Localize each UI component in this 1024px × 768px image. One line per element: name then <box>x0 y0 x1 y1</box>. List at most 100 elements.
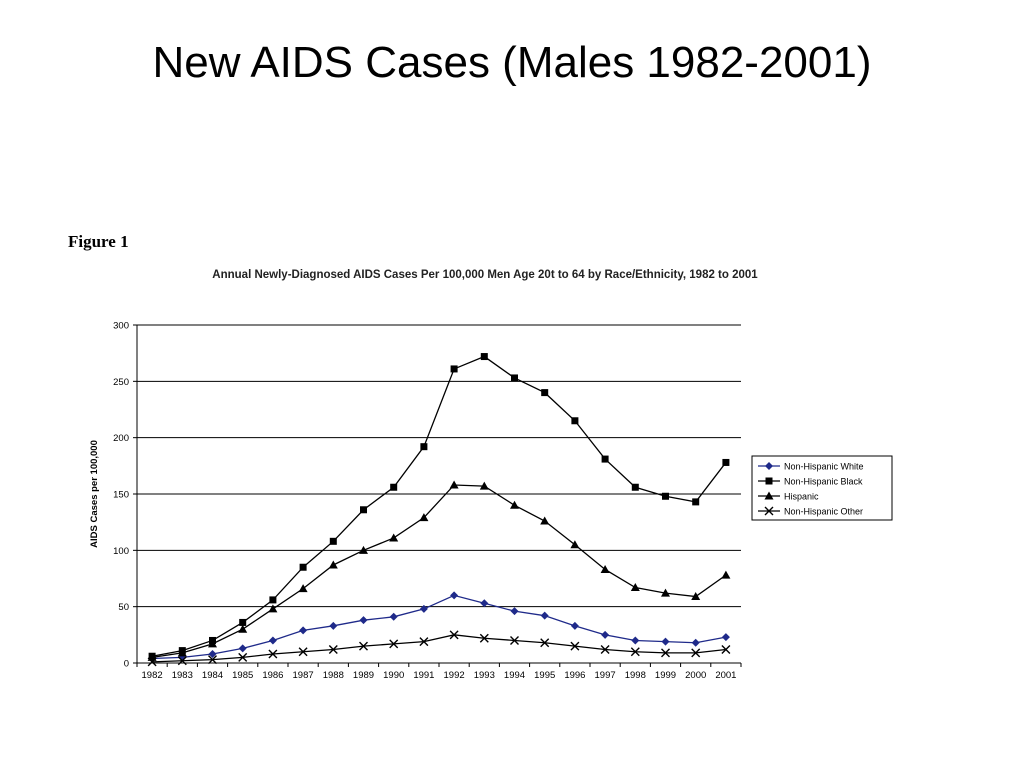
y-tick-label: 50 <box>118 602 129 613</box>
legend-marker <box>764 506 774 516</box>
data-point <box>450 365 458 373</box>
legend-box <box>751 455 893 521</box>
data-point <box>147 657 157 667</box>
slide-title: New AIDS Cases (Males 1982-2001) <box>152 38 872 87</box>
x-tick-label: 1995 <box>534 670 555 681</box>
data-point <box>630 583 640 592</box>
data-point <box>420 443 428 451</box>
data-point <box>238 624 248 633</box>
data-point <box>722 458 730 466</box>
data-point <box>390 483 398 491</box>
x-tick-label: 1990 <box>383 670 404 681</box>
x-tick-label: 1983 <box>172 670 193 681</box>
data-point <box>721 644 731 654</box>
data-point <box>541 389 549 397</box>
data-point <box>540 638 550 648</box>
data-point <box>238 644 247 653</box>
data-point <box>601 455 609 463</box>
data-point <box>570 540 580 549</box>
legend-marker <box>765 462 773 470</box>
legend-label: Non-Hispanic White <box>784 462 864 472</box>
data-point <box>510 635 519 645</box>
data-point <box>329 621 338 630</box>
chart-title: Annual Newly-Diagnosed AIDS Cases Per 10… <box>212 269 758 281</box>
data-point <box>449 630 459 640</box>
data-point <box>268 649 278 659</box>
legend-marker <box>764 491 774 500</box>
legend-marker <box>765 477 773 485</box>
y-axis-label: AIDS Cases per 100,000 <box>89 440 100 548</box>
x-tick-label: 2001 <box>715 670 736 681</box>
data-point <box>662 492 669 500</box>
data-point <box>600 564 610 573</box>
x-tick-label: 1982 <box>142 670 163 681</box>
x-tick-label: 1994 <box>504 670 525 681</box>
data-point <box>269 596 277 604</box>
figure-label: Figure 1 <box>68 232 129 251</box>
data-point <box>389 639 399 649</box>
x-tick-label: 2000 <box>685 670 706 681</box>
data-point <box>208 649 217 658</box>
series-line-non-hispanic-white <box>152 594 727 660</box>
data-point <box>570 641 580 651</box>
x-tick-label: 1989 <box>353 670 374 681</box>
data-point <box>691 638 700 647</box>
series-line-non-hispanic-black <box>151 355 727 657</box>
data-point <box>208 639 217 648</box>
y-tick-label: 100 <box>113 546 129 557</box>
data-point <box>177 648 187 657</box>
data-point <box>511 374 518 382</box>
data-point <box>540 611 549 620</box>
y-tick-label: 0 <box>124 659 129 670</box>
data-point <box>721 570 731 579</box>
data-point <box>177 656 187 666</box>
data-point <box>661 588 670 597</box>
legend-label: Non-Hispanic Black <box>784 477 863 487</box>
data-point <box>600 644 610 654</box>
data-point <box>661 637 670 646</box>
data-point <box>419 604 428 613</box>
legend-label: Non-Hispanic Other <box>784 507 863 517</box>
data-point <box>360 506 367 514</box>
data-point <box>480 353 488 361</box>
data-point <box>721 633 730 642</box>
data-point <box>631 636 640 645</box>
y-tick-label: 300 <box>113 321 129 332</box>
data-point <box>298 647 308 657</box>
data-point <box>630 647 640 657</box>
data-point <box>480 599 489 608</box>
data-point <box>570 621 579 630</box>
x-tick-label: 1991 <box>413 670 434 681</box>
data-point <box>329 537 337 545</box>
data-point <box>359 616 368 625</box>
x-tick-label: 1993 <box>474 670 495 681</box>
data-point <box>328 644 338 654</box>
x-tick-label: 1984 <box>202 670 223 681</box>
x-tick-label: 1997 <box>595 670 616 681</box>
data-point <box>540 516 550 525</box>
data-point <box>299 563 307 571</box>
x-tick-label: 1987 <box>293 670 314 681</box>
x-tick-label: 1988 <box>323 670 344 681</box>
data-point <box>479 481 489 490</box>
data-point <box>601 630 610 639</box>
data-point <box>359 641 368 651</box>
data-point <box>479 633 489 643</box>
data-point <box>510 500 519 509</box>
y-tick-label: 250 <box>113 377 129 388</box>
y-tick-label: 200 <box>113 433 129 444</box>
data-point <box>419 513 429 522</box>
data-point <box>631 483 639 491</box>
legend-label: Hispanic <box>784 492 819 502</box>
data-point <box>389 612 398 621</box>
data-point <box>298 584 308 593</box>
data-point <box>691 648 701 658</box>
y-tick-label: 150 <box>113 490 129 501</box>
data-point <box>299 626 308 635</box>
data-point <box>571 417 579 425</box>
x-tick-label: 1986 <box>262 670 283 681</box>
data-point <box>268 604 278 613</box>
data-point <box>359 545 368 554</box>
data-point <box>239 618 247 626</box>
